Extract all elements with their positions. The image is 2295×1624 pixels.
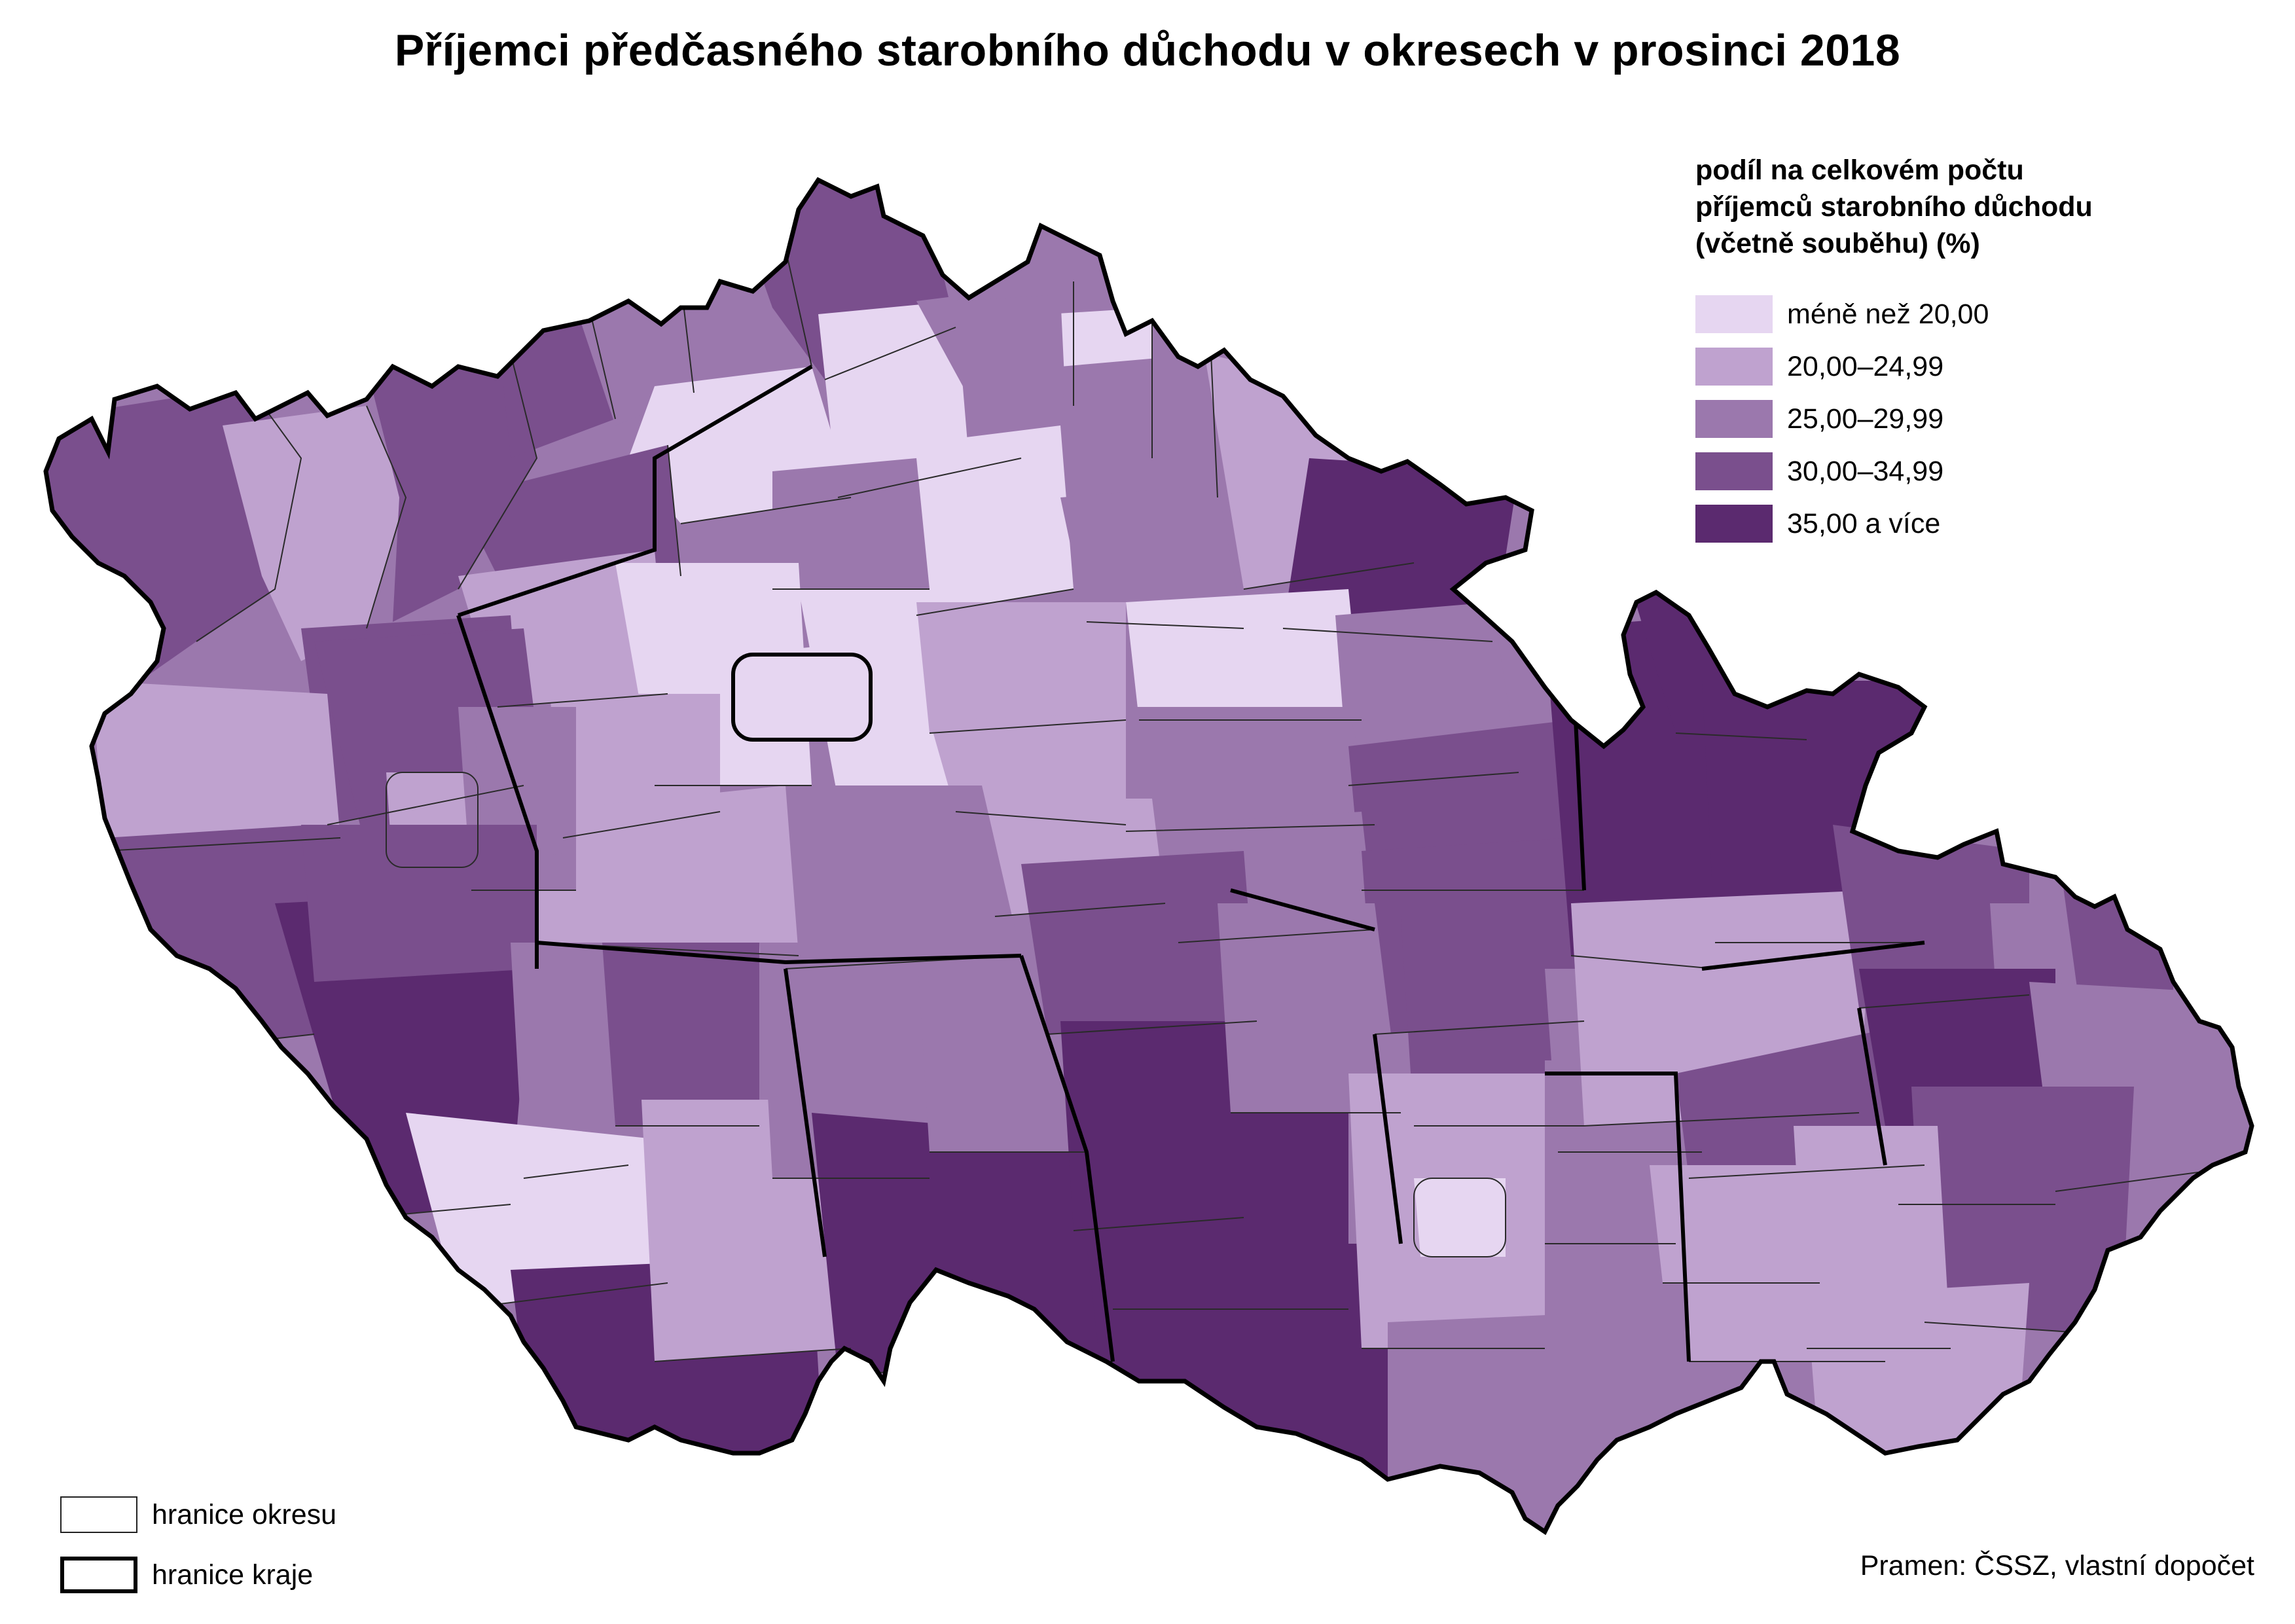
region-border-label: hranice kraje [152,1559,314,1591]
legend-label: méně než 20,00 [1787,298,1989,330]
district-opava [1833,825,2029,1008]
district-jicin [1060,484,1244,628]
region-border-swatch [60,1557,137,1593]
region-borders [456,365,1925,1362]
legend-title-line: (včetně souběhu) (%) [1695,228,1980,259]
district-pribram [537,785,799,956]
district-pardubice [1113,707,1375,831]
legend-items: méně než 20,00 20,00–24,99 25,00–29,99 3… [1695,288,2271,550]
district-mlada-boleslav [903,425,1074,615]
legend-label: 30,00–34,99 [1787,455,1944,487]
region-border-lines [456,365,1925,1362]
district-tachov [92,681,340,851]
border-legend-district: hranice okresu [60,1485,336,1545]
district-pisek [602,943,759,1126]
legend-item: méně než 20,00 [1695,288,2271,340]
district-border-label: hranice okresu [152,1498,337,1530]
legend-title-line: podíl na celkovém počtu [1695,154,2024,186]
district-border-plzen [386,772,479,868]
legend-swatch [1695,348,1773,386]
district-nymburk [916,602,1126,733]
district-havlickuv-brod [1021,851,1257,1034]
legend-swatch [1695,400,1773,438]
district-borders [104,248,2252,1532]
district-sokolov [367,353,537,622]
border-legend: hranice okresu hranice kraje [60,1485,336,1605]
district-hradec-kralove [1126,589,1362,720]
legend-item: 25,00–29,99 [1695,393,2271,445]
legend-title-line: příjemců starobního důchodu [1695,191,2093,223]
legend-label: 25,00–29,99 [1787,403,1944,435]
district-karlovy-vary [223,406,406,661]
district-domazlice [105,825,314,1047]
district-border-swatch [60,1496,137,1533]
border-legend-region: hranice kraje [60,1545,336,1605]
source-note: Pramen: ČSSZ, vlastní dopočet [1860,1550,2254,1581]
district-layer [46,180,2252,1532]
district-prachatice [406,1113,668,1309]
district-uhersky-brod [1807,1283,2029,1466]
legend-item: 30,00–34,99 [1695,445,2271,497]
legend-label: 35,00 a více [1787,507,1941,539]
region-border-praha [731,653,873,742]
district-vsetin [1911,1087,2134,1335]
district-border-brno [1413,1178,1506,1257]
legend-title: podíl na celkovém počtu příjemců starobn… [1695,152,2271,262]
legend-swatch [1695,452,1773,490]
map-title: Příjemci předčasného starobního důchodu … [394,26,1901,75]
district-zdar [1218,903,1401,1113]
legend-swatch [1695,295,1773,333]
district-jablonec [956,295,1067,458]
legend-item: 35,00 a více [1695,497,2271,550]
legend-item: 20,00–24,99 [1695,340,2271,393]
legend-label: 20,00–24,99 [1787,350,1944,382]
district-semily [1060,353,1218,497]
district-plzen-jih-2 [301,825,537,982]
legend: podíl na celkovém počtu příjemců starobn… [1695,152,2271,550]
district-praha-vychod [799,589,956,799]
district-strakonice [511,943,628,1178]
district-border-lines [104,248,2252,1532]
district-brno [1414,1178,1506,1257]
district-melnik [772,458,930,589]
legend-swatch [1695,505,1773,543]
district-benesov [772,785,1021,969]
